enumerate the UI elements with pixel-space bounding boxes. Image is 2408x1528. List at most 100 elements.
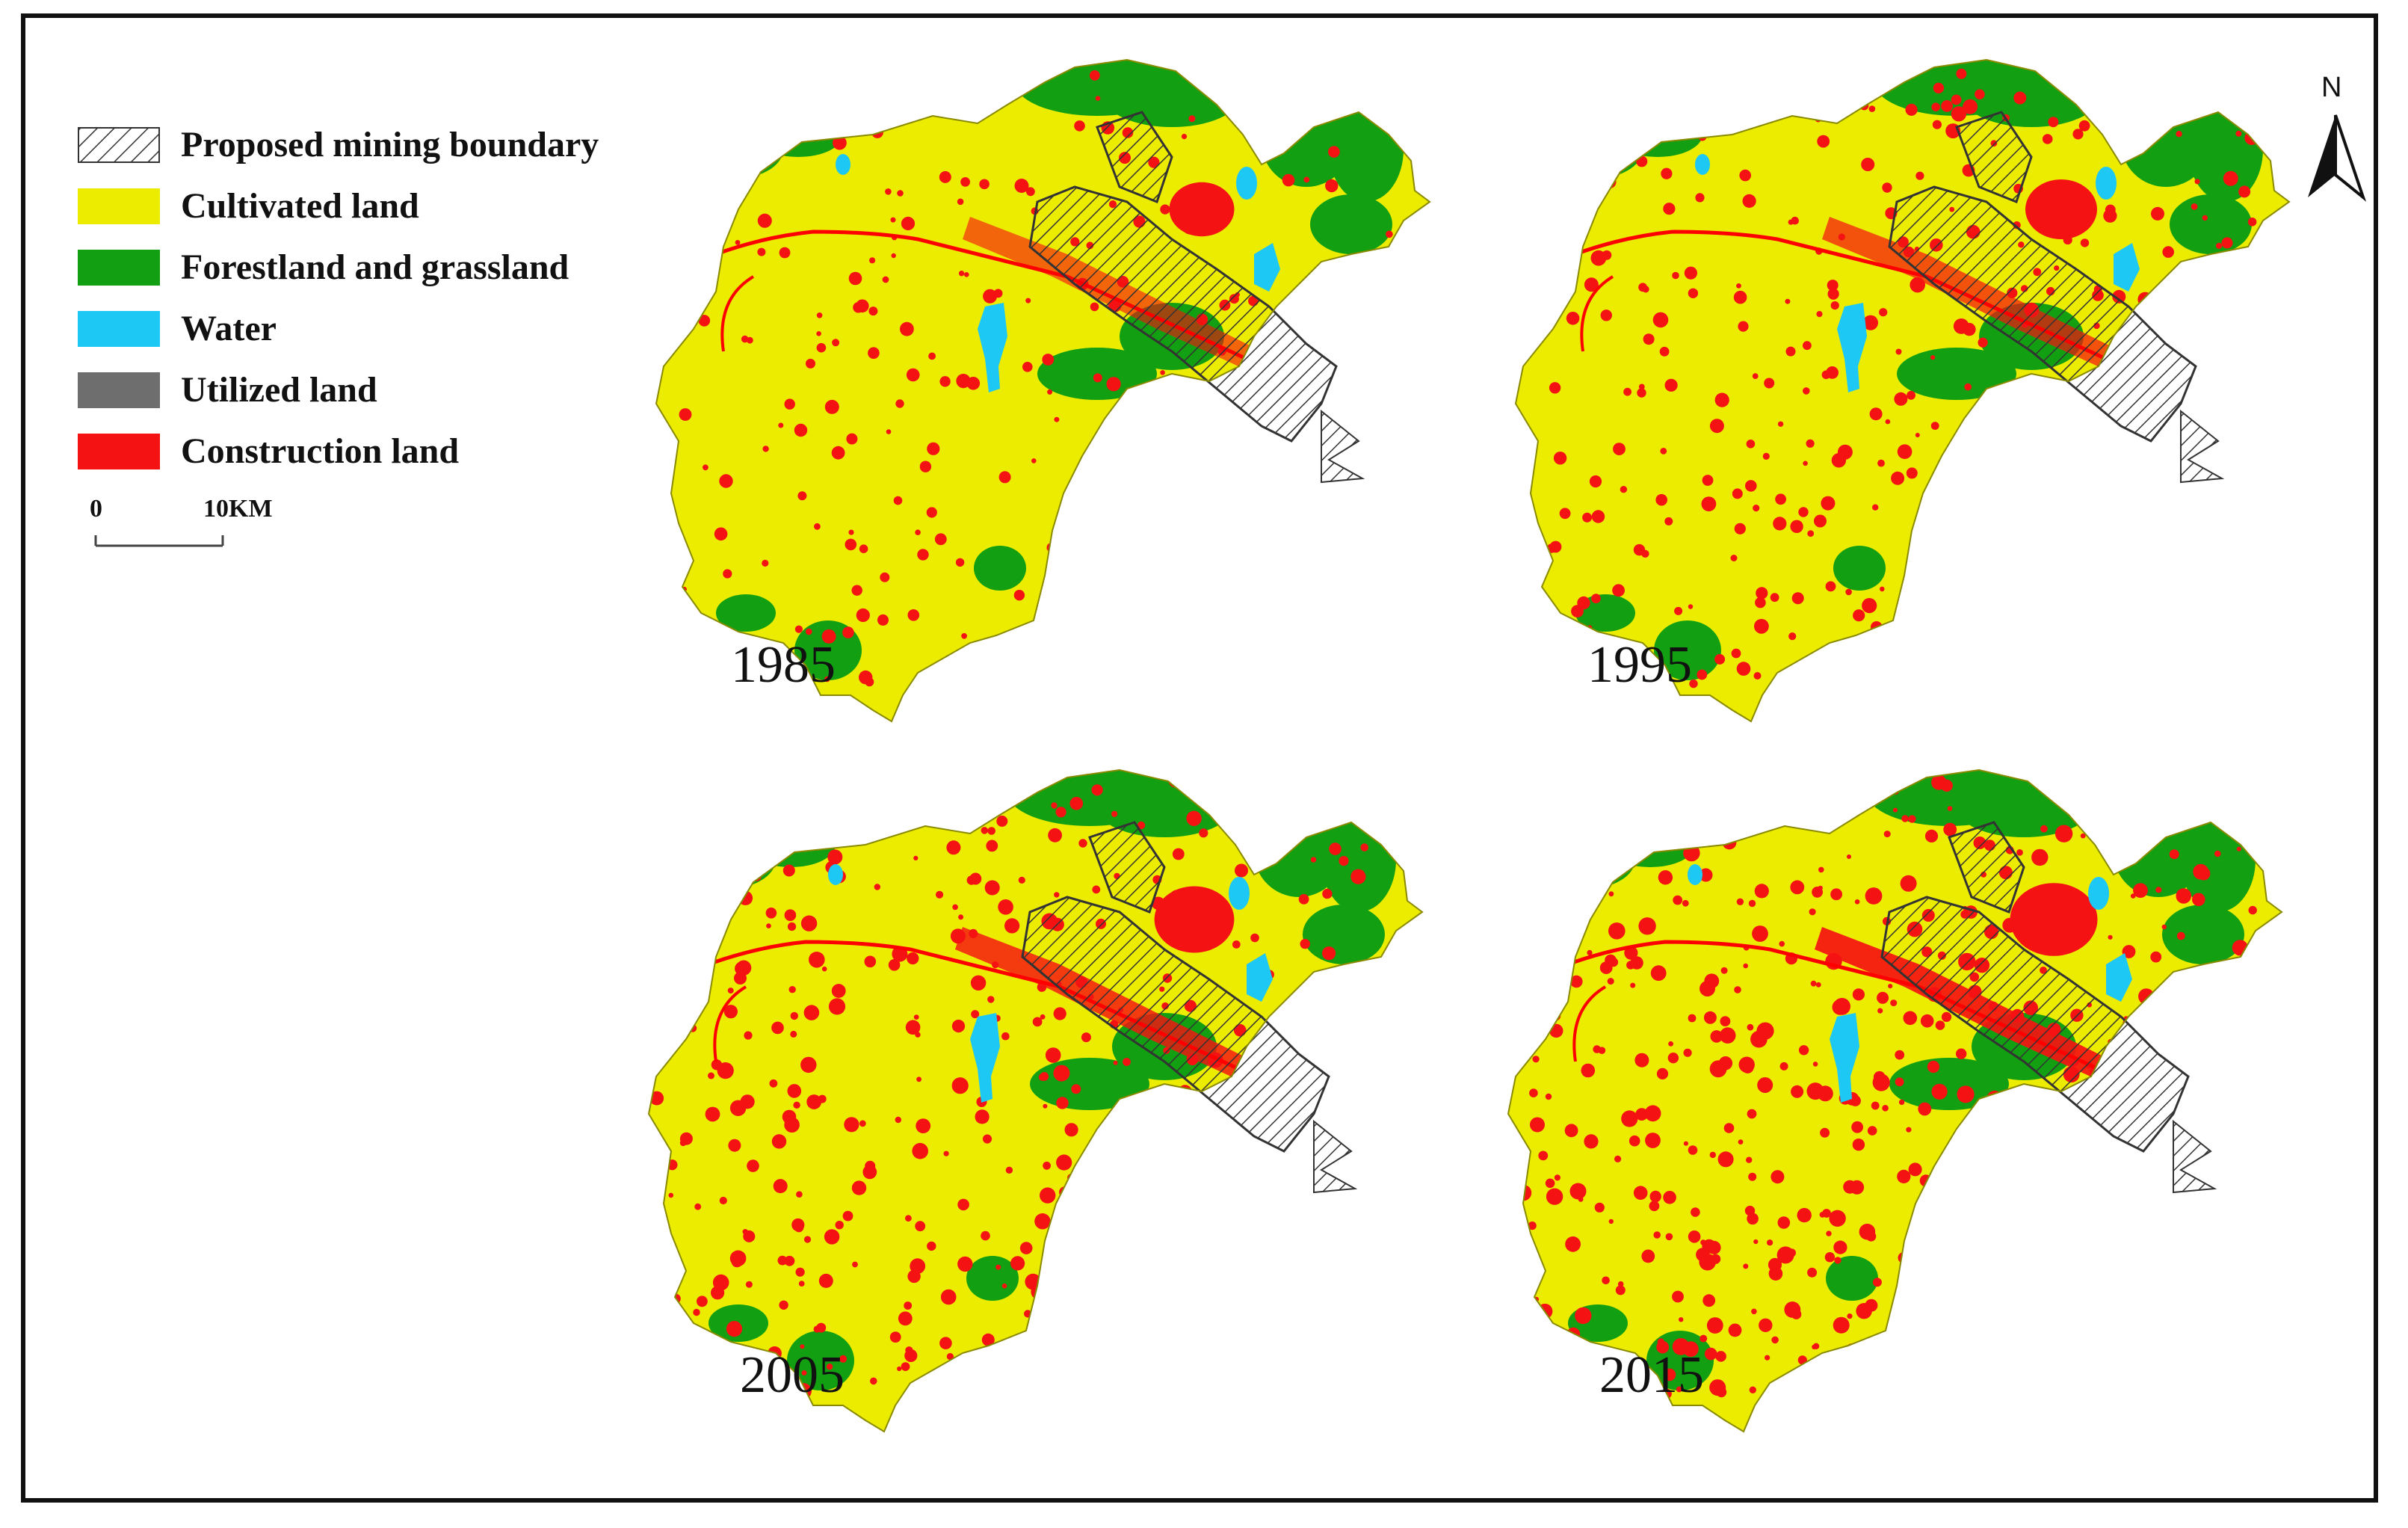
construction-patch — [1872, 504, 1879, 511]
construction-patch — [1571, 605, 1584, 617]
water-pond — [2088, 877, 2109, 910]
construction-patch — [1701, 496, 1717, 511]
road-line — [1580, 275, 1614, 352]
construction-patch — [784, 1255, 795, 1266]
construction-patch — [2266, 1350, 2282, 1367]
construction-patch — [864, 955, 877, 968]
construction-patch — [936, 890, 944, 899]
construction-patch — [1930, 422, 1939, 430]
construction-patch — [1407, 552, 1421, 566]
construction-patch — [2219, 625, 2231, 638]
forest-patch — [1826, 1256, 1878, 1301]
construction-patch — [821, 66, 833, 78]
construction-patch — [1004, 918, 1020, 934]
construction-patch — [1310, 857, 1317, 863]
construction-patch — [1927, 1060, 1940, 1073]
construction-patch — [965, 1366, 978, 1380]
construction-patch — [1355, 582, 1361, 588]
construction-patch — [1906, 1127, 1912, 1133]
construction-patch — [762, 446, 769, 452]
construction-patch — [1719, 1027, 1736, 1044]
construction-patch — [1325, 798, 1331, 803]
construction-patch — [1853, 609, 1865, 622]
construction-patch — [1732, 488, 1743, 499]
construction-patch — [1877, 1008, 1883, 1014]
construction-patch — [1565, 1236, 1581, 1252]
construction-patch — [2265, 1275, 2271, 1280]
construction-patch — [2273, 945, 2282, 954]
construction-patch — [1288, 1208, 1302, 1222]
construction-patch — [1932, 120, 1942, 129]
construction-patch — [2224, 1053, 2233, 1062]
construction-patch — [697, 1296, 708, 1307]
construction-patch — [835, 1221, 844, 1230]
construction-patch — [1391, 498, 1404, 511]
construction-patch — [787, 1084, 802, 1098]
construction-patch — [1688, 1230, 1701, 1243]
construction-patch — [1199, 828, 1208, 838]
construction-patch — [971, 1010, 980, 1019]
construction-patch — [2097, 1278, 2102, 1284]
construction-patch — [824, 1229, 840, 1245]
construction-patch — [1941, 1011, 1952, 1022]
construction-patch — [2207, 1358, 2217, 1369]
construction-patch — [842, 626, 854, 638]
construction-patch — [747, 1159, 759, 1172]
construction-patch — [2238, 185, 2251, 198]
construction-patch — [1715, 1351, 1726, 1362]
construction-patch — [1765, 1355, 1771, 1361]
construction-patch — [1347, 285, 1358, 295]
construction-patch — [1034, 1213, 1051, 1230]
construction-patch — [743, 1230, 756, 1242]
construction-patch — [1815, 982, 1821, 988]
construction-patch — [993, 289, 1003, 298]
construction-patch — [1540, 866, 1552, 878]
construction-patch — [2117, 829, 2131, 843]
construction-patch — [2259, 645, 2273, 660]
construction-patch — [2048, 117, 2059, 128]
construction-patch — [2215, 423, 2226, 434]
construction-patch — [1811, 820, 1819, 828]
construction-patch — [1383, 557, 1398, 572]
construction-patch — [1749, 1386, 1756, 1393]
construction-patch — [1403, 68, 1415, 80]
construction-patch — [1054, 416, 1060, 422]
construction-patch — [1706, 1317, 1723, 1334]
mining-boundary-area — [1948, 821, 2025, 914]
construction-patch — [1059, 1186, 1071, 1198]
construction-patch — [1861, 158, 1875, 171]
construction-patch — [1286, 485, 1298, 497]
construction-patch — [1779, 940, 1785, 947]
construction-patch — [703, 464, 708, 471]
construction-patch — [1069, 797, 1084, 810]
construction-patch — [794, 1222, 804, 1233]
construction-patch — [1873, 1070, 1886, 1083]
construction-patch — [1888, 984, 1893, 989]
construction-patch — [1318, 1336, 1331, 1349]
construction-patch — [771, 1021, 784, 1035]
construction-patch — [1398, 366, 1410, 380]
construction-patch — [1237, 535, 1247, 544]
construction-patch — [794, 625, 803, 633]
construction-patch — [2024, 1272, 2042, 1290]
construction-patch — [702, 286, 709, 294]
construction-patch — [1940, 779, 1953, 792]
forest-patch — [2162, 905, 2244, 964]
construction-patch — [1754, 884, 1769, 899]
construction-patch — [885, 188, 892, 195]
construction-patch — [1283, 1318, 1293, 1328]
construction-patch — [2144, 102, 2155, 114]
construction-patch — [1908, 815, 1916, 823]
forest-patch — [1575, 594, 1635, 632]
construction-patch — [1638, 283, 1647, 292]
construction-patch — [975, 1109, 990, 1124]
construction-patch — [1181, 134, 1188, 140]
construction-patch — [1111, 810, 1118, 817]
construction-patch — [1203, 1274, 1217, 1289]
construction-patch — [1203, 567, 1217, 582]
construction-patch — [1806, 439, 1815, 448]
water-pond — [1688, 864, 1702, 885]
construction-patch — [1091, 784, 1103, 796]
construction-patch — [1807, 1267, 1818, 1278]
construction-patch — [1594, 1202, 1605, 1213]
